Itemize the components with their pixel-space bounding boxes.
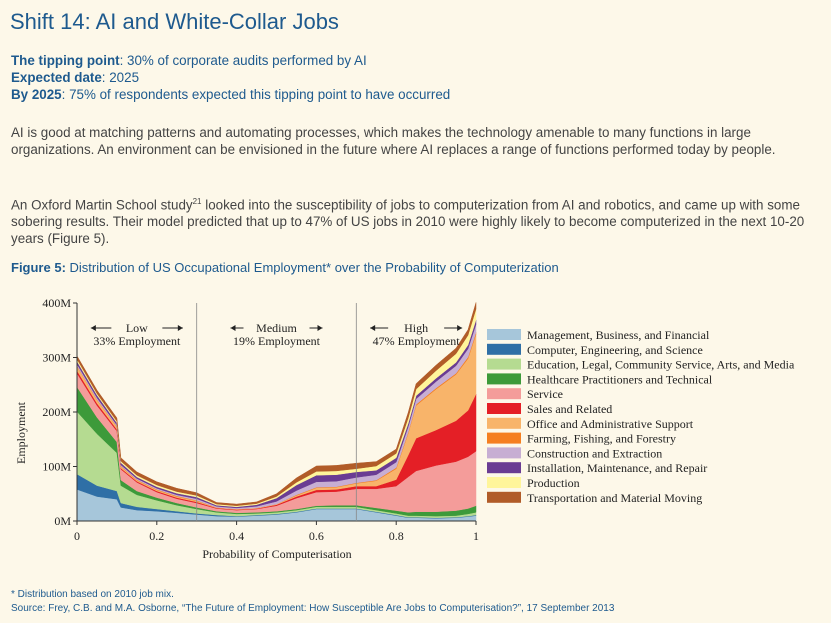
legend-label: Production <box>527 476 580 490</box>
paragraph-1: AI is good at matching patterns and auto… <box>11 125 776 157</box>
zone-name: Low <box>126 321 148 335</box>
source-line: Source: Frey, C.B. and M.A. Osborne, “Th… <box>11 603 615 614</box>
legend-swatch <box>487 373 521 385</box>
zone-arrowhead-right <box>457 325 463 331</box>
legend-swatch <box>487 477 521 488</box>
legend-swatch <box>487 491 521 503</box>
legend-label: Transportation and Material Moving <box>527 491 702 505</box>
figure-caption-text: Distribution of US Occupational Employme… <box>65 260 559 275</box>
y-axis-label: Employment <box>14 401 28 464</box>
legend-swatch <box>487 432 521 444</box>
y-tick-label: 100M <box>42 460 71 474</box>
footnote: * Distribution based on 2010 job mix. <box>11 589 174 600</box>
legend-swatch <box>487 329 521 340</box>
zone-arrowhead-left <box>230 325 236 331</box>
zone-name: High <box>404 321 428 335</box>
legend-swatch <box>487 358 521 370</box>
chart-axes: 0 0.2 0.4 0.6 0.8 1 0M 100M 200M 300M 400M <box>42 296 479 543</box>
zone-name: Medium <box>256 321 297 335</box>
legend-swatch <box>487 343 521 355</box>
zone-arrowhead-left <box>90 325 96 331</box>
expected-date-line: Expected date: 2025 <box>11 70 139 85</box>
x-tick-label: 0.4 <box>229 529 244 543</box>
legend-label: Office and Administrative Support <box>527 417 694 431</box>
zone-share: 33% Employment <box>93 334 181 348</box>
by-2025-label: By 2025 <box>11 87 62 102</box>
x-tick-label: 0 <box>74 529 80 543</box>
zone-arrowhead-right <box>317 325 323 331</box>
page-title: Shift 14: AI and White-Collar Jobs <box>10 9 339 34</box>
footnote-ref: 21 <box>192 197 202 206</box>
figure-label: Figure 5: <box>11 260 66 275</box>
legend-label: Farming, Fishing, and Forestry <box>527 432 676 446</box>
x-tick-label: 0.8 <box>389 529 404 543</box>
legend-swatch <box>487 403 521 414</box>
x-tick-label: 0.6 <box>309 529 324 543</box>
expected-date-value: : 2025 <box>101 70 140 85</box>
zone-share: 47% Employment <box>373 334 461 348</box>
tipping-point-label: The tipping point <box>11 53 120 68</box>
y-tick-label: 300M <box>42 351 71 365</box>
legend-label: Installation, Maintenance, and Repair <box>527 461 707 475</box>
legend-label: Service <box>527 387 563 401</box>
zone-arrowhead-left <box>370 325 376 331</box>
legend-label: Construction and Extraction <box>527 446 662 460</box>
zone-share: 19% Employment <box>233 334 321 348</box>
legend-label: Sales and Related <box>527 402 612 416</box>
zone-arrowhead-right <box>177 325 183 331</box>
x-axis-label: Probability of Computerisation <box>202 547 351 561</box>
legend-label: Management, Business, and Financial <box>527 328 710 342</box>
paragraph-2-start: An Oxford Martin School study <box>11 197 193 213</box>
legend-label: Education, Legal, Community Service, Art… <box>527 358 795 372</box>
legend-swatch <box>487 417 521 429</box>
x-tick-label: 1 <box>473 529 479 543</box>
figure-caption: Figure 5: Distribution of US Occupationa… <box>11 260 559 275</box>
y-tick-label: 400M <box>42 296 71 310</box>
chart-legend: Management, Business, and FinancialCompu… <box>487 328 795 505</box>
y-tick-label: 0M <box>54 514 71 528</box>
by-2025-line: By 2025: 75% of respondents expected thi… <box>11 87 450 102</box>
legend-swatch <box>487 462 521 474</box>
tipping-point-line: The tipping point: 30% of corporate audi… <box>11 53 367 68</box>
expected-date-label: Expected date <box>11 70 102 85</box>
legend-label: Computer, Engineering, and Science <box>527 343 703 357</box>
legend-label: Healthcare Practitioners and Technical <box>527 372 713 386</box>
tipping-point-value: : 30% of corporate audits performed by A… <box>119 53 367 68</box>
paragraph-2: An Oxford Martin School study21 looked i… <box>11 193 811 247</box>
x-tick-label: 0.2 <box>149 529 164 543</box>
paragraph-2-end: looked into the susceptibility of jobs t… <box>11 197 805 247</box>
y-tick-label: 200M <box>42 405 71 419</box>
legend-swatch <box>487 388 521 400</box>
employment-chart: 0 0.2 0.4 0.6 0.8 1 0M 100M 200M 300M 400M Low33% … <box>14 296 795 561</box>
by-2025-value: : 75% of respondents expected this tippi… <box>61 87 451 102</box>
legend-swatch <box>487 447 521 459</box>
